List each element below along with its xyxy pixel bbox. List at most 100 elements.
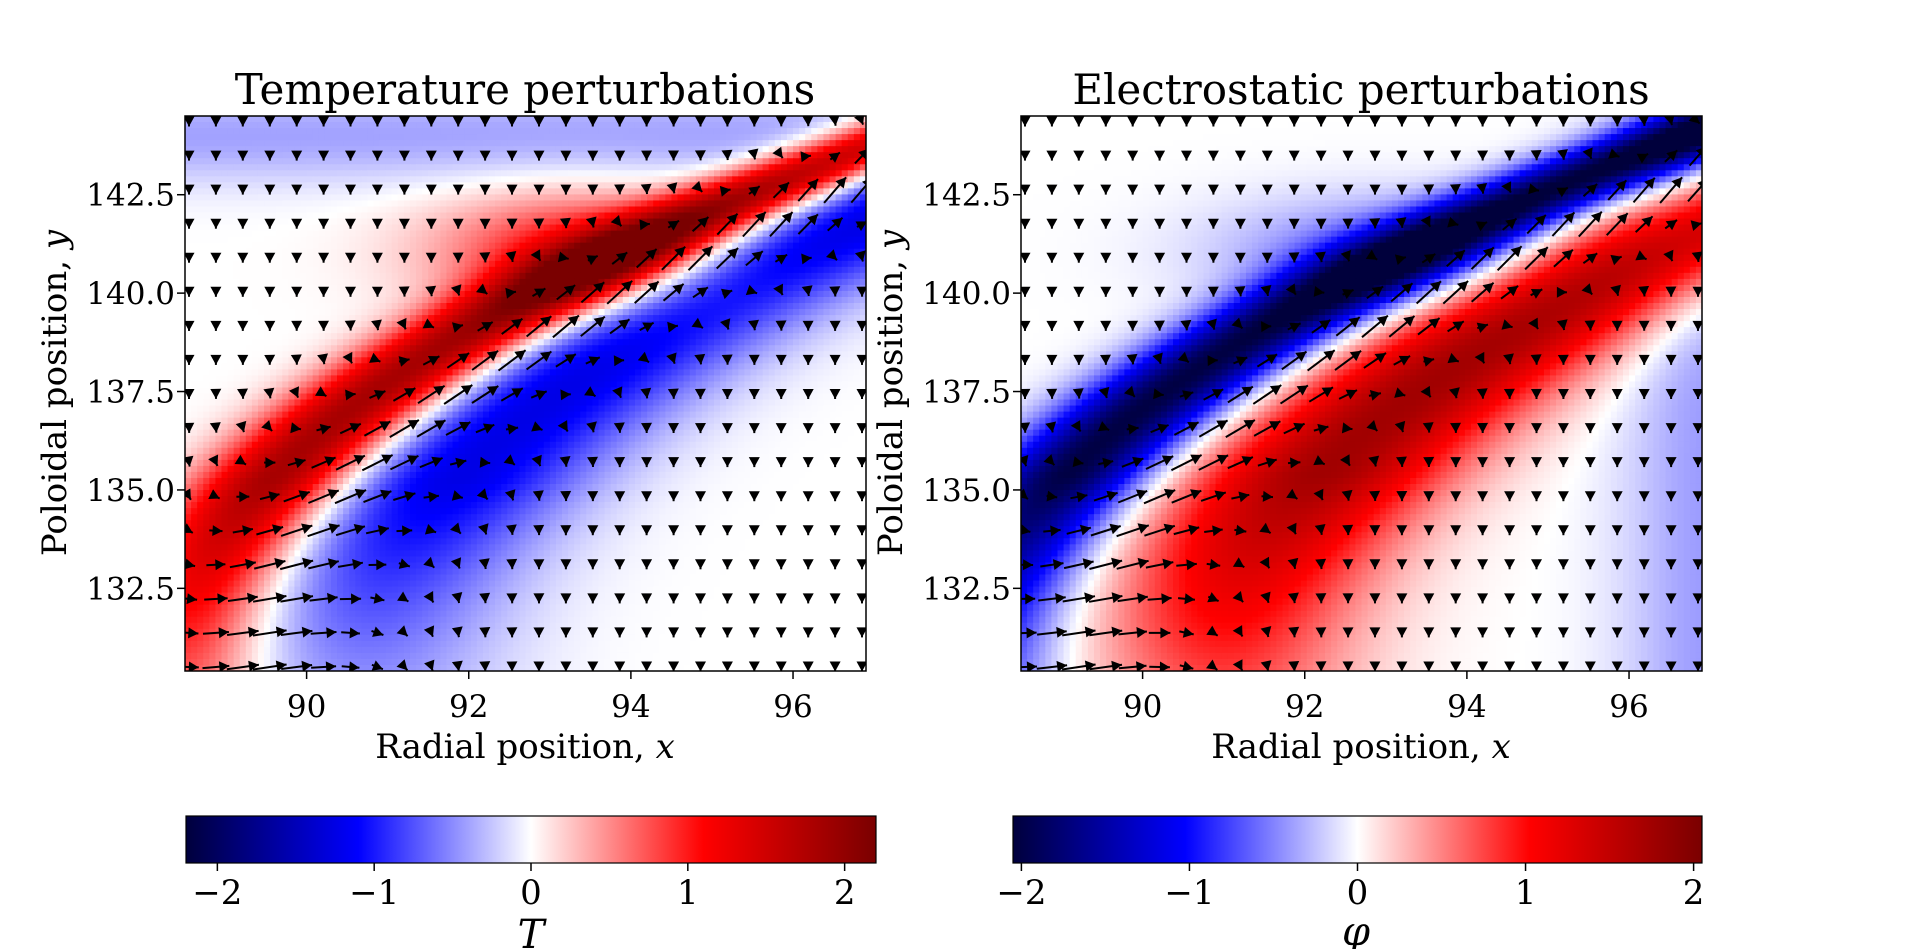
- heatmap-cell: [756, 158, 764, 165]
- heatmap-cell: [835, 272, 843, 280]
- heatmap-cell: [391, 224, 399, 232]
- heatmap-cell: [549, 278, 557, 286]
- heatmap-cell: [598, 188, 606, 196]
- heatmap-cell: [282, 230, 289, 238]
- heatmap-cell: [355, 369, 362, 376]
- heatmap-cell: [464, 182, 472, 189]
- heatmap-cell: [793, 248, 800, 256]
- heatmap-cell: [282, 140, 289, 147]
- heatmap-cell: [391, 315, 399, 322]
- heatmap-cell: [270, 236, 277, 244]
- heatmap-cell: [750, 278, 758, 286]
- heatmap-cell: [634, 224, 642, 232]
- heatmap-cell: [829, 128, 837, 135]
- heatmap-cell: [458, 309, 466, 316]
- heatmap-cell: [537, 375, 545, 383]
- heatmap-cell: [543, 158, 551, 165]
- heatmap-cell: [458, 152, 466, 159]
- heatmap-cell: [628, 266, 636, 274]
- heatmap-cell: [379, 254, 387, 262]
- heatmap-cell: [282, 218, 289, 226]
- heatmap-cell: [829, 375, 837, 383]
- heatmap-cell: [257, 170, 265, 177]
- heatmap-cell: [330, 152, 338, 159]
- heatmap-cell: [482, 272, 490, 280]
- heatmap-cell: [549, 140, 557, 147]
- heatmap-cell: [525, 303, 533, 310]
- heatmap-cell: [209, 296, 216, 304]
- heatmap-cell: [720, 309, 727, 316]
- heatmap-cell: [647, 339, 654, 346]
- heatmap-cell: [513, 140, 521, 147]
- heatmap-cell: [823, 290, 831, 298]
- heatmap-cell: [379, 116, 387, 123]
- heatmap-cell: [385, 122, 393, 129]
- heatmap-cell: [294, 230, 302, 238]
- heatmap-cell: [641, 206, 648, 214]
- heatmap-cell: [476, 224, 484, 232]
- heatmap-cell: [586, 152, 593, 159]
- heatmap-cell: [367, 116, 375, 123]
- heatmap-cell: [501, 122, 508, 129]
- heatmap-cell: [695, 134, 703, 141]
- heatmap-cell: [324, 194, 332, 202]
- heatmap-cell: [233, 182, 241, 189]
- heatmap-cell: [330, 266, 338, 274]
- heatmap-cell: [598, 122, 606, 129]
- heatmap-cell: [756, 266, 764, 274]
- heatmap-cell: [713, 134, 721, 141]
- heatmap-cell: [434, 134, 441, 141]
- heatmap-cell: [300, 278, 308, 286]
- heatmap-cell: [726, 206, 733, 214]
- heatmap-cell: [324, 351, 332, 358]
- heatmap-cell: [568, 254, 575, 262]
- heatmap-cell: [464, 242, 472, 250]
- heatmap-cell: [823, 315, 831, 322]
- heatmap-cell: [403, 345, 411, 352]
- heatmap-cell: [428, 327, 435, 334]
- heatmap-cell: [239, 248, 247, 256]
- heatmap-cell: [592, 248, 600, 256]
- heatmap-cell: [622, 158, 630, 165]
- heatmap-cell: [355, 164, 362, 171]
- heatmap-cell: [434, 339, 441, 346]
- heatmap-cell: [233, 164, 241, 171]
- heatmap-cell: [695, 333, 703, 340]
- heatmap-cell: [817, 315, 825, 322]
- heatmap-cell: [257, 303, 265, 310]
- heatmap-cell: [641, 200, 648, 208]
- heatmap-cell: [750, 248, 758, 256]
- heatmap-cell: [738, 194, 745, 202]
- heatmap-cell: [470, 345, 478, 352]
- heatmap-cell: [531, 375, 539, 383]
- heatmap-cell: [489, 194, 496, 202]
- heatmap-cell: [239, 375, 247, 383]
- heatmap-cell: [513, 236, 521, 244]
- heatmap-cell: [239, 236, 247, 244]
- heatmap-cell: [713, 357, 721, 364]
- heatmap-cell: [434, 122, 441, 129]
- heatmap-cell: [738, 134, 745, 141]
- heatmap-cell: [823, 230, 831, 238]
- heatmap-cell: [574, 309, 581, 316]
- heatmap-cell: [768, 212, 776, 220]
- heatmap-cell: [434, 158, 441, 165]
- heatmap-cell: [707, 357, 715, 364]
- heatmap-cell: [598, 170, 606, 177]
- heatmap-cell: [744, 284, 752, 292]
- heatmap-cell: [853, 266, 861, 274]
- heatmap-cell: [397, 278, 405, 286]
- heatmap-cell: [422, 248, 429, 256]
- heatmap-cell: [458, 164, 466, 171]
- heatmap-cell: [811, 206, 818, 214]
- heatmap-cell: [610, 266, 618, 274]
- heatmap-cell: [525, 170, 533, 177]
- heatmap-cell: [391, 164, 399, 171]
- heatmap-cell: [793, 369, 800, 376]
- heatmap-cell: [282, 321, 289, 328]
- heatmap-cell: [592, 375, 600, 383]
- heatmap-cell: [604, 224, 612, 232]
- heatmap-cell: [476, 152, 484, 159]
- heatmap-cell: [592, 134, 600, 141]
- heatmap-cell: [501, 188, 508, 196]
